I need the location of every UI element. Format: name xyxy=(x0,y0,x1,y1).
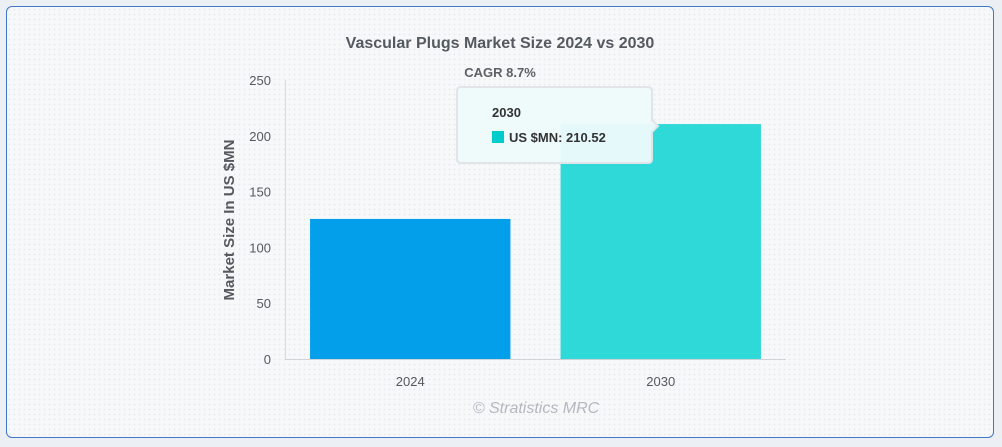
tooltip-box xyxy=(456,86,660,164)
chart-title: Vascular Plugs Market Size 2024 vs 2030 xyxy=(346,35,655,52)
x-axis: 2024 2030 xyxy=(396,374,675,389)
y-tick-label: 100 xyxy=(249,240,271,255)
tooltip: 2030 US $MN: 210.52 xyxy=(456,86,660,164)
y-tick-label: 0 xyxy=(264,352,271,367)
tooltip-title: 2030 xyxy=(492,105,521,120)
y-tick-label: 250 xyxy=(249,73,271,88)
bar-2024[interactable] xyxy=(310,218,511,359)
cagr-annotation: CAGR 8.7% xyxy=(464,65,536,80)
y-axis: 0 50 100 150 200 250 xyxy=(249,73,286,367)
credit-text: © Stratistics MRC xyxy=(473,400,600,417)
tooltip-swatch xyxy=(492,131,504,143)
x-tick-label: 2024 xyxy=(396,374,425,389)
y-tick-label: 150 xyxy=(249,185,271,200)
tooltip-value: US $MN: 210.52 xyxy=(509,130,606,145)
x-tick-label: 2030 xyxy=(646,374,675,389)
y-tick-label: 200 xyxy=(249,129,271,144)
y-axis-title: Market Size In US $MN xyxy=(221,140,238,301)
y-tick-label: 50 xyxy=(257,296,271,311)
